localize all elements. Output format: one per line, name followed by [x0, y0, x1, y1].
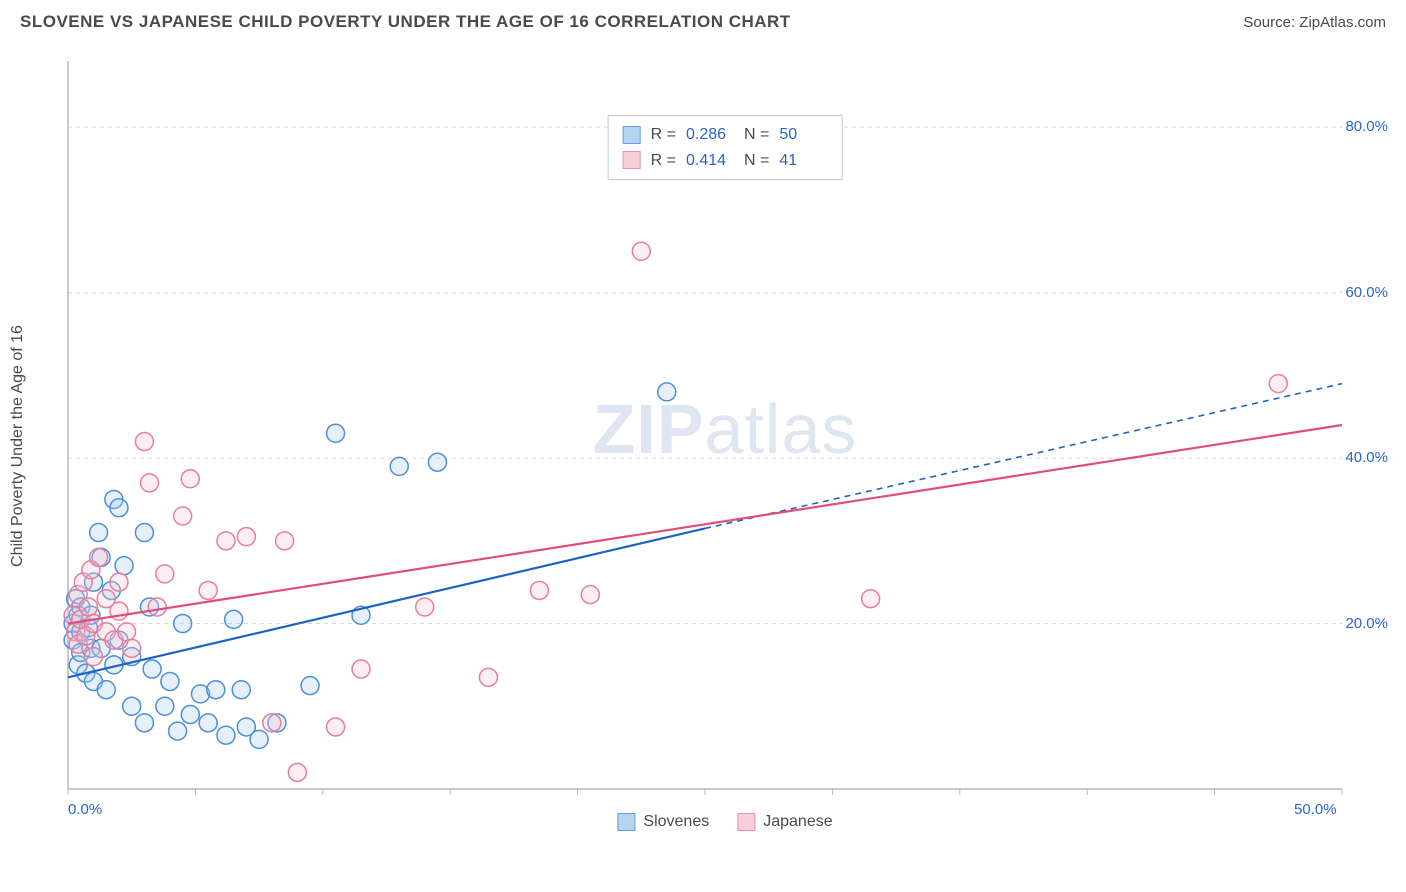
series-legend: Slovenes Japanese — [617, 813, 832, 831]
y-tick-label: 80.0% — [1345, 118, 1388, 135]
r-label: R = — [651, 148, 676, 174]
stats-row-1: R = 0.414 N = 41 — [623, 148, 828, 174]
swatch-slovenes — [617, 813, 635, 831]
y-axis-label: Child Poverty Under the Age of 16 — [9, 325, 27, 567]
y-tick-label: 40.0% — [1345, 449, 1388, 466]
swatch-slovenes — [623, 126, 641, 144]
x-tick-label: 0.0% — [68, 801, 102, 818]
legend-item-slovenes: Slovenes — [617, 813, 709, 831]
legend-item-japanese: Japanese — [737, 813, 832, 831]
n-label: N = — [744, 148, 769, 174]
n-value: 50 — [779, 122, 827, 148]
source-credit: Source: ZipAtlas.com — [1243, 14, 1386, 31]
stats-row-0: R = 0.286 N = 50 — [623, 122, 828, 148]
legend-label: Slovenes — [643, 813, 709, 831]
swatch-japanese — [737, 813, 755, 831]
n-value: 41 — [779, 148, 827, 174]
r-label: R = — [651, 122, 676, 148]
x-tick-label: 50.0% — [1294, 801, 1337, 818]
n-label: N = — [744, 122, 769, 148]
chart-area: ZIPatlas R = 0.286 N = 50 R = 0.414 N = … — [60, 55, 1390, 835]
r-value: 0.286 — [686, 122, 734, 148]
chart-header: SLOVENE VS JAPANESE CHILD POVERTY UNDER … — [0, 0, 1406, 40]
source-prefix: Source: — [1243, 14, 1299, 31]
chart-title: SLOVENE VS JAPANESE CHILD POVERTY UNDER … — [20, 12, 791, 32]
legend-label: Japanese — [763, 813, 832, 831]
y-tick-label: 20.0% — [1345, 615, 1388, 632]
swatch-japanese — [623, 151, 641, 169]
r-value: 0.414 — [686, 148, 734, 174]
y-tick-label: 60.0% — [1345, 284, 1388, 301]
source-name: ZipAtlas.com — [1299, 14, 1386, 31]
stats-legend: R = 0.286 N = 50 R = 0.414 N = 41 — [608, 115, 843, 180]
